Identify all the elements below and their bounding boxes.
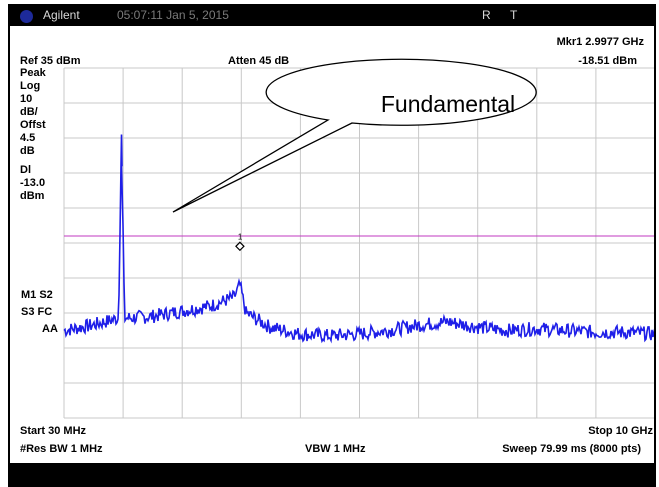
video-bandwidth: VBW 1 MHz bbox=[305, 443, 366, 455]
callout-text: Fundamental bbox=[381, 91, 515, 117]
callout-bubble bbox=[172, 58, 537, 213]
start-frequency: Start 30 MHz bbox=[20, 425, 87, 437]
stop-frequency: Stop 10 GHz bbox=[588, 425, 653, 437]
sweep-time: Sweep 79.99 ms (8000 pts) bbox=[502, 443, 641, 455]
resolution-bandwidth: #Res BW 1 MHz bbox=[20, 443, 103, 455]
softkey-bar bbox=[10, 463, 655, 487]
fundamental-callout: Fundamental bbox=[172, 58, 537, 213]
marker-number: 1 bbox=[238, 232, 243, 241]
